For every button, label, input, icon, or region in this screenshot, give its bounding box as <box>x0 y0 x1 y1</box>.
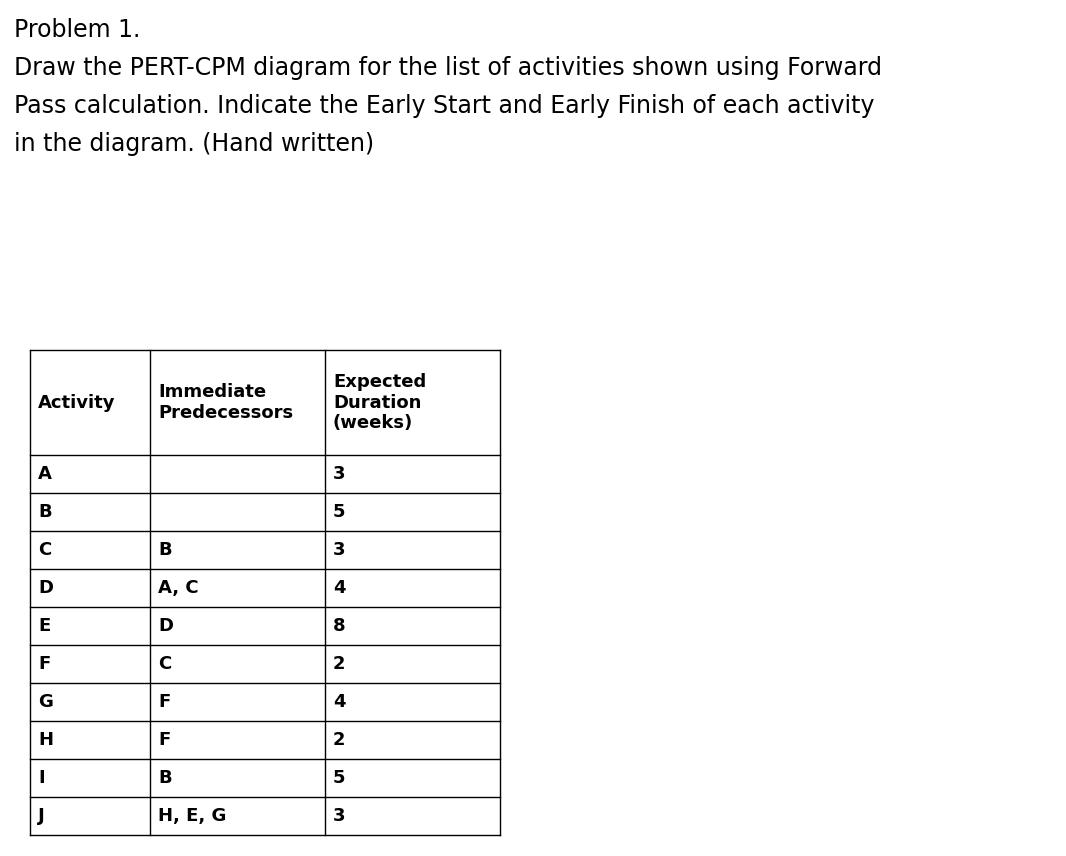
Text: H: H <box>38 731 53 749</box>
Text: 5: 5 <box>333 769 345 787</box>
Text: J: J <box>38 807 45 825</box>
Text: D: D <box>158 617 173 635</box>
Text: F: F <box>158 693 171 711</box>
Text: B: B <box>158 769 172 787</box>
Text: B: B <box>158 541 172 559</box>
Text: 5: 5 <box>333 503 345 521</box>
Text: A: A <box>38 465 52 483</box>
Text: in the diagram. (Hand written): in the diagram. (Hand written) <box>14 132 374 156</box>
Text: 2: 2 <box>333 655 345 673</box>
Text: F: F <box>38 655 50 673</box>
Text: D: D <box>38 579 53 597</box>
Text: F: F <box>158 731 171 749</box>
Text: C: C <box>158 655 172 673</box>
Text: Activity: Activity <box>38 394 115 412</box>
Text: 2: 2 <box>333 731 345 749</box>
Text: G: G <box>38 693 53 711</box>
Text: Problem 1.: Problem 1. <box>14 18 141 42</box>
Text: B: B <box>38 503 51 521</box>
Text: 3: 3 <box>333 465 345 483</box>
Text: E: E <box>38 617 50 635</box>
Text: H, E, G: H, E, G <box>158 807 226 825</box>
Text: 4: 4 <box>333 579 345 597</box>
Text: C: C <box>38 541 51 559</box>
Text: Immediate
Predecessors: Immediate Predecessors <box>158 383 293 422</box>
Text: I: I <box>38 769 45 787</box>
Text: Expected
Duration
(weeks): Expected Duration (weeks) <box>333 372 426 432</box>
Text: A, C: A, C <box>158 579 198 597</box>
Text: Draw the PERT-CPM diagram for the list of activities shown using Forward: Draw the PERT-CPM diagram for the list o… <box>14 56 882 80</box>
Text: 3: 3 <box>333 807 345 825</box>
Text: 3: 3 <box>333 541 345 559</box>
Text: Pass calculation. Indicate the Early Start and Early Finish of each activity: Pass calculation. Indicate the Early Sta… <box>14 94 874 118</box>
Text: 8: 8 <box>333 617 345 635</box>
Text: 4: 4 <box>333 693 345 711</box>
